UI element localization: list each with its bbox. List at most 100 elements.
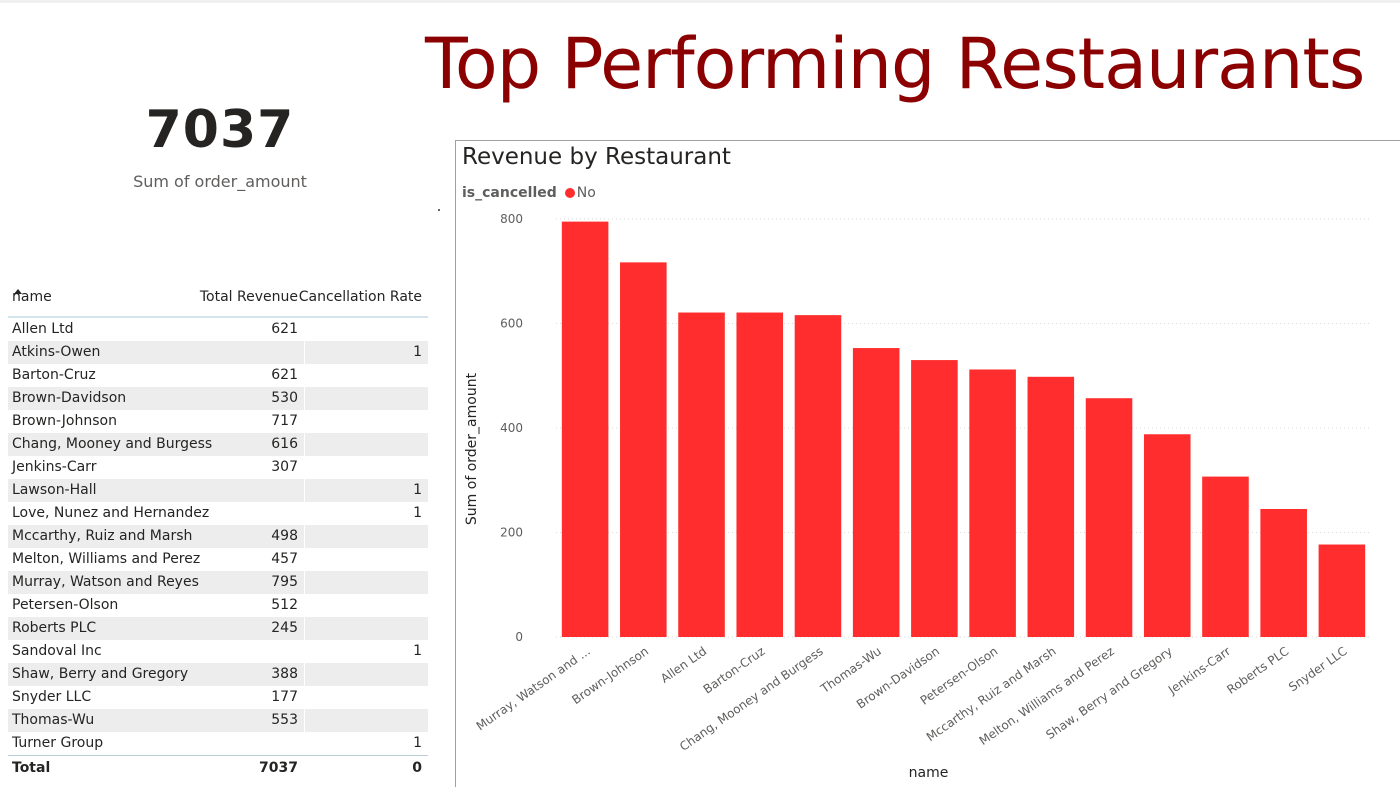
- table-row[interactable]: Love, Nunez and Hernandez 1: [8, 502, 428, 525]
- cell-name: Brown-Davidson: [12, 390, 127, 406]
- y-axis-title: Sum of order_amount: [464, 372, 480, 526]
- cell-name: Mccarthy, Ruiz and Marsh: [12, 528, 193, 544]
- y-tick-label: 600: [500, 317, 523, 331]
- x-tick-label: Allen Ltd: [658, 644, 709, 686]
- cell-total-revenue: 795: [271, 574, 298, 590]
- table-row[interactable]: Barton-Cruz 621: [8, 364, 428, 387]
- cell-total-revenue: 245: [271, 620, 298, 636]
- table-row[interactable]: Murray, Watson and Reyes 795: [8, 571, 428, 594]
- cell-separator: [304, 318, 305, 341]
- table-row[interactable]: Chang, Mooney and Burgess 616: [8, 433, 428, 456]
- chart-title: Revenue by Restaurant: [462, 144, 731, 170]
- table-row[interactable]: Atkins-Owen 1: [8, 341, 428, 364]
- table-body: Allen Ltd 621 Atkins-Owen 1 Barton-Cruz 621 Br…: [8, 318, 428, 755]
- cell-total-revenue: 388: [271, 666, 298, 682]
- table-row[interactable]: Turner Group 1: [8, 732, 428, 755]
- legend-title: is_cancelled: [462, 185, 557, 201]
- cell-total-revenue: 512: [271, 597, 298, 613]
- cell-name: Allen Ltd: [12, 321, 74, 337]
- x-tick-label: Roberts PLC: [1224, 644, 1291, 697]
- chart-legend: is_cancelled No: [462, 185, 596, 201]
- header-cancellation-rate[interactable]: Cancellation Rate: [298, 289, 422, 305]
- y-tick-label: 800: [500, 212, 523, 226]
- bar[interactable]: [969, 369, 1016, 637]
- bar[interactable]: [1027, 376, 1075, 637]
- bar[interactable]: [678, 312, 725, 637]
- table-row[interactable]: Roberts PLC 245: [8, 617, 428, 640]
- cell-separator: [304, 686, 305, 709]
- y-tick-label: 400: [500, 421, 523, 435]
- bar[interactable]: [736, 312, 784, 637]
- table-row[interactable]: Thomas-Wu 553: [8, 709, 428, 732]
- bar[interactable]: [620, 262, 667, 637]
- cell-name: Lawson-Hall: [12, 482, 97, 498]
- revenue-table[interactable]: name Total Revenue Cancellation Rate All…: [8, 286, 428, 780]
- y-tick-label: 200: [500, 526, 523, 540]
- bar[interactable]: [1202, 476, 1249, 637]
- cell-name: Melton, Williams and Perez: [12, 551, 201, 567]
- cell-name: Snyder LLC: [12, 689, 92, 705]
- cell-separator: [304, 548, 305, 571]
- table-row[interactable]: Allen Ltd 621: [8, 318, 428, 341]
- cell-name: Chang, Mooney and Burgess: [12, 436, 213, 452]
- x-tick-label: Jenkins-Carr: [1165, 644, 1233, 698]
- cell-name: Love, Nunez and Hernandez: [12, 505, 210, 521]
- top-border: [0, 0, 1400, 3]
- table-row[interactable]: Jenkins-Carr 307: [8, 456, 428, 479]
- bar[interactable]: [561, 221, 609, 638]
- kpi-card-value[interactable]: 7037: [145, 100, 295, 160]
- cell-name: Murray, Watson and Reyes: [12, 574, 199, 590]
- canvas-dot: [438, 209, 440, 211]
- header-total-revenue[interactable]: Total Revenue: [199, 289, 298, 305]
- cell-separator: [304, 594, 305, 617]
- bar[interactable]: [911, 360, 958, 637]
- bar[interactable]: [1143, 434, 1191, 637]
- cell-total-revenue: 616: [271, 436, 298, 452]
- cell-separator: [304, 732, 305, 755]
- cell-total-revenue: 621: [271, 321, 298, 337]
- x-axis-title: name: [908, 765, 949, 781]
- table-row[interactable]: Snyder LLC 177: [8, 686, 428, 709]
- legend-dot-icon: [564, 188, 575, 198]
- cell-name: Turner Group: [12, 735, 104, 751]
- cell-name: Barton-Cruz: [12, 367, 96, 383]
- table-row[interactable]: Mccarthy, Ruiz and Marsh 498: [8, 525, 428, 548]
- cell-separator: [304, 433, 305, 456]
- revenue-bar-chart[interactable]: Revenue by Restaurant is_cancelled No 0 20…: [455, 140, 1400, 787]
- table-header: name Total Revenue Cancellation Rate: [8, 286, 428, 318]
- bar[interactable]: [1260, 508, 1307, 637]
- y-tick-label: 0: [515, 630, 523, 644]
- cell-total-revenue: 621: [271, 367, 298, 383]
- table-row[interactable]: Sandoval Inc 1: [8, 640, 428, 663]
- cell-total-revenue: 307: [271, 459, 298, 475]
- sort-ascending-icon[interactable]: [14, 289, 22, 294]
- cell-total-revenue: 498: [271, 528, 298, 544]
- bar[interactable]: [852, 348, 900, 637]
- cell-name: Atkins-Owen: [12, 344, 101, 360]
- table-row[interactable]: Brown-Davidson 530: [8, 387, 428, 410]
- table-row[interactable]: Melton, Williams and Perez 457: [8, 548, 428, 571]
- table-row[interactable]: Lawson-Hall 1: [8, 479, 428, 502]
- kpi-card-label: Sum of order_amount: [133, 172, 307, 191]
- cell-name: Thomas-Wu: [12, 712, 95, 728]
- cell-cancellation-rate: 1: [413, 735, 422, 751]
- total-label: Total: [12, 760, 51, 776]
- table-row[interactable]: Shaw, Berry and Gregory 388: [8, 663, 428, 686]
- cell-name: Petersen-Olson: [12, 597, 119, 613]
- bar[interactable]: [794, 315, 842, 637]
- table-row[interactable]: Petersen-Olson 512: [8, 594, 428, 617]
- bar[interactable]: [1085, 398, 1133, 637]
- legend-item-no[interactable]: No: [576, 185, 596, 201]
- cell-total-revenue: 177: [271, 689, 298, 705]
- cell-separator: [304, 479, 305, 502]
- cell-name: Brown-Johnson: [12, 413, 117, 429]
- cell-separator: [304, 341, 305, 364]
- cell-separator: [304, 525, 305, 548]
- x-tick-label: Murray, Watson and ...: [474, 644, 593, 733]
- cell-separator: [304, 364, 305, 387]
- bar[interactable]: [1318, 544, 1366, 637]
- total-revenue: 7037: [259, 760, 298, 776]
- cell-total-revenue: 717: [271, 413, 298, 429]
- table-row[interactable]: Brown-Johnson 717: [8, 410, 428, 433]
